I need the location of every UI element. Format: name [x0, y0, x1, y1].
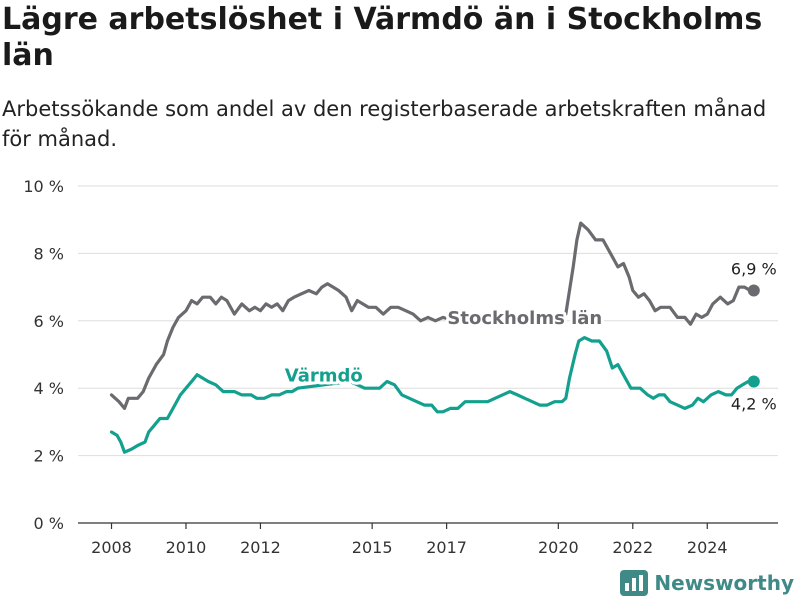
y-tick-label: 10 %: [23, 177, 64, 196]
x-tick-label: 2020: [538, 538, 579, 557]
newsworthy-icon: [620, 570, 649, 596]
series-name-label: Värmdö: [285, 365, 363, 386]
chart-subtitle: Arbetssökande som andel av den registerb…: [2, 97, 767, 151]
y-tick-label: 0 %: [34, 514, 64, 533]
series-line-värmdö: [109, 336, 756, 454]
x-tick-label: 2024: [687, 538, 728, 557]
brand-name: Newsworthy: [654, 571, 794, 595]
end-point-stockholms-län: [747, 284, 760, 297]
x-tick-label: 2008: [91, 538, 132, 557]
x-tick-label: 2015: [352, 538, 393, 557]
series-labels: Stockholms län Värmdö 6,9 % 4,2 %: [282, 257, 779, 415]
end-point-värmdö: [747, 375, 760, 388]
series-name-label: Stockholms län: [447, 308, 602, 329]
grid-lines: [78, 185, 778, 524]
x-tick-label: 2022: [612, 538, 653, 557]
series-line-stockholms-län: [109, 221, 756, 410]
end-value-label: 6,9 %: [731, 259, 777, 278]
x-tick-label: 2010: [166, 538, 207, 557]
x-tick-label: 2017: [426, 538, 467, 557]
y-tick-label: 4 %: [34, 379, 64, 398]
end-value-label: 4,2 %: [731, 394, 777, 413]
y-tick-label: 2 %: [34, 447, 64, 466]
newsworthy-logo: Newsworthy: [620, 570, 794, 596]
chart-title: Lägre arbetslöshet i Värmdö än i Stockho…: [2, 2, 763, 73]
series-lines: [109, 221, 760, 454]
y-tick-label: 6 %: [34, 312, 64, 331]
x-tick-label: 2012: [240, 538, 281, 557]
y-tick-label: 8 %: [34, 244, 64, 263]
axes: 0 % 2 % 4 % 6 % 8 % 10 % 2008 2010 2012 2015 2017 2…: [23, 177, 727, 557]
